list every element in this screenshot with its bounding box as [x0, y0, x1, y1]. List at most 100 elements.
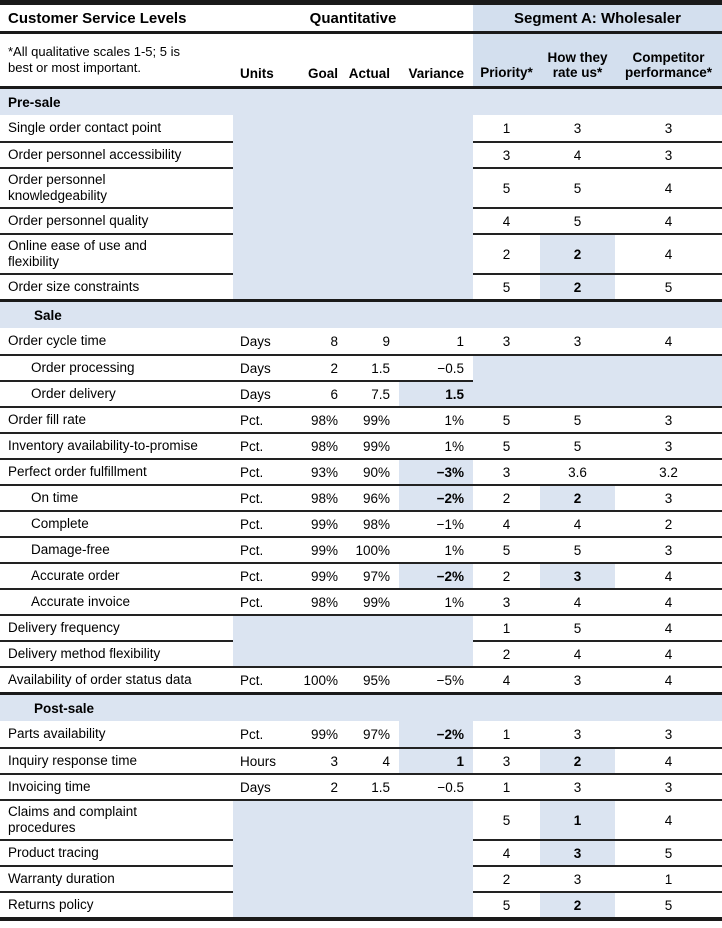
cell-actual [347, 273, 399, 299]
cell-rate-us: 1 [540, 799, 615, 839]
scale-note: *All qualitative scales 1-5; 5 is best o… [8, 43, 180, 75]
cell-variance: −0.5 [399, 354, 473, 380]
cell-actual: 100% [347, 536, 399, 562]
cell-variance [399, 865, 473, 891]
cell-units: Pct. [233, 536, 289, 562]
cell-variance: −1% [399, 510, 473, 536]
cell-goal: 98% [289, 484, 347, 510]
cell-service-level: Perfect order fulfillment [0, 458, 233, 484]
table-row: Order personnel accessibility 3 4 3 [0, 141, 722, 167]
section-header-row: Post-sale [0, 692, 722, 721]
cell-variance [399, 839, 473, 865]
cell-rate-us: 3 [573, 726, 582, 742]
cell-actual: 96% [347, 484, 399, 510]
cell-service-level: Returns policy [0, 891, 233, 917]
cell-service-level: Order delivery [0, 380, 233, 406]
cell-goal: 99% [289, 536, 347, 562]
cell-units: Days [233, 773, 289, 799]
cell-variance [399, 640, 473, 666]
cell-variance [399, 141, 473, 167]
table-row: Claims and complaint procedures 5 1 4 [0, 799, 722, 839]
cell-rate-us: 5 [540, 614, 615, 640]
cell-goal: 99% [289, 562, 347, 588]
column-header-variance: Variance [408, 66, 464, 81]
cell-rate-us: 4 [540, 510, 615, 536]
cell-rate-us: 3 [540, 865, 615, 891]
cell-actual [347, 839, 399, 865]
cell-variance: 1 [399, 747, 473, 773]
cell-units [233, 207, 289, 233]
cell-goal [289, 891, 347, 917]
cell-actual: 98% [347, 510, 399, 536]
cell-actual [347, 115, 399, 141]
cell-variance: −3% [399, 458, 473, 484]
cell-service-level: Inventory availability-to-promise [0, 432, 233, 458]
cell-actual [347, 141, 399, 167]
cell-variance [399, 273, 473, 299]
cell-units: Pct. [233, 562, 289, 588]
cell-goal: 98% [289, 432, 347, 458]
cell-rate-us: 2 [540, 484, 615, 510]
section-label: Pre-sale [0, 89, 722, 115]
cell-service-level: On time [0, 484, 233, 510]
cell-priority: 1 [473, 614, 540, 640]
column-header-actual: Actual [348, 66, 390, 81]
cell-goal [289, 207, 347, 233]
cell-priority: 4 [473, 510, 540, 536]
cell-priority: 3 [473, 747, 540, 773]
cell-priority: 4 [473, 666, 540, 692]
cell-rate-us: 2 [540, 747, 615, 773]
cell-competitor: 5 [615, 839, 722, 865]
cell-priority: 4 [473, 207, 540, 233]
cell-rate-us: 3 [540, 562, 615, 588]
cell-actual [347, 614, 399, 640]
table-row: Accurate invoice Pct. 98% 99% 1% 3 4 4 [0, 588, 722, 614]
table-row: Order size constraints 5 2 5 [0, 273, 722, 299]
cell-rate-us: 5 [540, 536, 615, 562]
cell-actual: 90% [347, 458, 399, 484]
cell-units: Pct. [240, 726, 264, 742]
cell-goal [289, 167, 347, 207]
table-row: Accurate order Pct. 99% 97% −2% 2 3 4 [0, 562, 722, 588]
cell-priority: 5 [473, 432, 540, 458]
cell-priority: 5 [473, 406, 540, 432]
cell-competitor: 3 [664, 726, 673, 742]
cell-service-level: Order fill rate [0, 406, 233, 432]
cell-service-level: Order processing [0, 354, 233, 380]
table-row: Warranty duration 2 3 1 [0, 865, 722, 891]
cell-priority: 3 [502, 333, 511, 349]
cell-goal [289, 273, 347, 299]
table-body: Pre-sale Single order contact point 1 3 3 Ord… [0, 89, 722, 917]
table-row: Returns policy 5 2 5 [0, 891, 722, 917]
table-row: Availability of order status data Pct. 100… [0, 666, 722, 692]
cell-priority: 1 [502, 726, 511, 742]
table-row: Complete Pct. 99% 98% −1% 4 4 2 [0, 510, 722, 536]
cell-variance [399, 799, 473, 839]
cell-units: Pct. [233, 588, 289, 614]
table-row: Order personnel quality 4 5 4 [0, 207, 722, 233]
cell-priority: 1 [502, 120, 511, 136]
cell-rate-us: 4 [540, 640, 615, 666]
cell-actual: 4 [347, 747, 399, 773]
cell-variance [399, 167, 473, 207]
cell-actual: 99% [347, 406, 399, 432]
cell-service-level: Order personnel knowledgeability [0, 167, 233, 207]
cell-units: Pct. [233, 406, 289, 432]
cell-units [233, 799, 289, 839]
cell-rate-us: 5 [540, 406, 615, 432]
cell-priority: 2 [473, 484, 540, 510]
cell-units: Pct. [233, 666, 289, 692]
table-row: Inquiry response time Hours 3 4 1 3 2 4 [0, 747, 722, 773]
quantitative-group-header: Quantitative [309, 9, 397, 27]
cell-actual [347, 865, 399, 891]
cell-goal [289, 865, 347, 891]
cell-service-level: Damage-free [0, 536, 233, 562]
cell-priority: 4 [473, 839, 540, 865]
cell-variance: −5% [399, 666, 473, 692]
cell-rate-us [540, 380, 615, 406]
cell-variance: 1% [399, 406, 473, 432]
cell-competitor: 4 [615, 747, 722, 773]
cell-rate-us: 3 [573, 120, 582, 136]
cell-competitor: 1 [615, 865, 722, 891]
